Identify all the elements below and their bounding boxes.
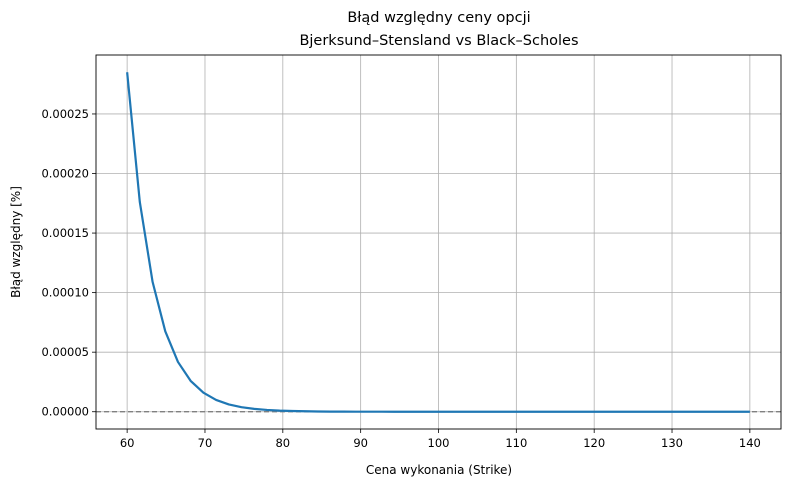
series-group (126, 72, 750, 413)
x-tick-label: 60 (120, 436, 135, 450)
y-tick-label: 0.00025 (41, 107, 89, 121)
x-tick-label: 140 (739, 436, 761, 450)
y-tick-label: 0.00015 (41, 226, 89, 240)
y-tick-label: 0.00010 (41, 286, 89, 300)
x-axis-label: Cena wykonania (Strike) (366, 463, 512, 477)
chart-subtitle: Bjerksund–Stensland vs Black–Scholes (299, 33, 578, 49)
y-axis-ticks: 0.00000 0.00005 0.00010 0.00015 0.00020 0.000… (41, 107, 96, 419)
x-tick-label: 110 (505, 436, 527, 450)
x-tick-label: 120 (583, 436, 605, 450)
x-tick-label: 90 (353, 436, 368, 450)
y-tick-label: 0.00020 (41, 167, 89, 181)
x-tick-label: 70 (198, 436, 213, 450)
y-axis-label: Błąd względny [%] (9, 186, 23, 298)
x-tick-label: 80 (275, 436, 290, 450)
x-tick-label: 130 (661, 436, 683, 450)
y-tick-label: 0.00000 (41, 405, 89, 419)
y-tick-label: 0.00005 (41, 345, 89, 359)
chart-title: Błąd względny ceny opcji (347, 10, 530, 26)
series-line (126, 72, 750, 413)
x-axis-ticks: 60 70 80 90 100 110 120 130 140 (120, 429, 761, 450)
x-tick-label: 100 (428, 436, 450, 450)
